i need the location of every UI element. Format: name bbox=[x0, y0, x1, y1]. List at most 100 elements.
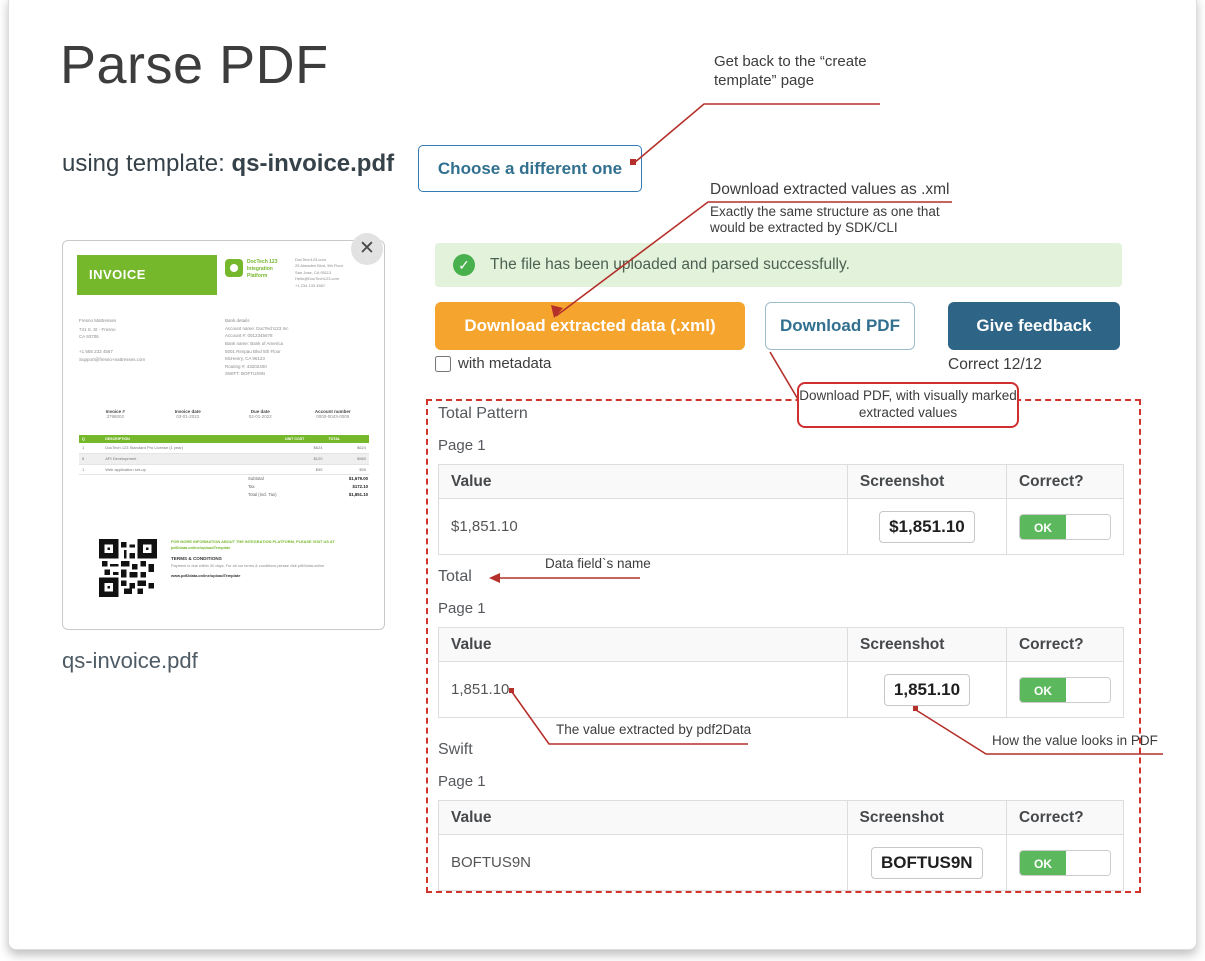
section-name: Total bbox=[438, 568, 472, 585]
success-message: The file has been uploaded and parsed su… bbox=[490, 256, 850, 273]
inv-col-total: TOTAL bbox=[325, 435, 369, 443]
inv-col-q: Q bbox=[79, 435, 103, 443]
toggle-ok-label: OK bbox=[1019, 850, 1066, 875]
item-unit: $120 bbox=[281, 453, 326, 465]
inv-col-unit: UNIT COST bbox=[281, 435, 326, 443]
logo-icon bbox=[225, 259, 243, 277]
choose-different-button[interactable]: Choose a different one bbox=[418, 145, 642, 192]
invoice-item-row: 8 API Development $120 $960 bbox=[79, 453, 369, 465]
qr-code-icon bbox=[99, 539, 157, 597]
section-page: Page 1 bbox=[438, 773, 486, 790]
item-q: 8 bbox=[79, 453, 103, 465]
invoice-promo: FOR MORE INFORMATION ABOUT THE INTEGRATI… bbox=[171, 539, 335, 551]
meta-label: Due date bbox=[250, 409, 270, 414]
col-value: Value bbox=[438, 800, 848, 835]
item-total: $95 bbox=[325, 464, 369, 476]
total-label: Subtotal bbox=[248, 476, 264, 481]
item-total: $624 bbox=[325, 443, 369, 454]
invoice-totals: Subtotal $1,679.00 Tax $172.10 Total (in… bbox=[248, 475, 368, 499]
col-correct: Correct? bbox=[1005, 627, 1125, 662]
inv-col-desc: DESCRIPTION bbox=[102, 435, 282, 443]
col-screenshot: Screenshot bbox=[846, 800, 1007, 835]
item-q: 1 bbox=[79, 464, 103, 476]
results-table: Value Screenshot Correct? BOFTUS9N BOFTU… bbox=[438, 800, 1125, 891]
col-screenshot: Screenshot bbox=[846, 464, 1007, 499]
section-page: Page 1 bbox=[438, 437, 486, 454]
result-row: 1,851.10 1,851.10 OK bbox=[437, 661, 1125, 718]
result-row: BOFTUS9N BOFTUS9N OK bbox=[438, 834, 1125, 891]
invoice-item-row: 1 DocTech 123 Standard Pro License (1 ye… bbox=[79, 443, 369, 454]
section-name: Swift bbox=[438, 741, 473, 758]
download-pdf-button[interactable]: Download PDF bbox=[765, 302, 915, 350]
section-name: Total Pattern bbox=[438, 405, 528, 422]
meta-label: Invoice date bbox=[174, 409, 201, 414]
col-screenshot: Screenshot bbox=[847, 627, 1007, 662]
result-row: $1,851.10 $1,851.10 OK bbox=[438, 498, 1125, 555]
invoice-item-row: 1 Web application set-up $95 $95 bbox=[79, 464, 369, 476]
invoice-terms-text: Payment is due within 30 days. For all o… bbox=[171, 562, 325, 568]
correct-toggle[interactable]: OK bbox=[1018, 676, 1111, 703]
meta-value: 3798002 bbox=[106, 414, 125, 419]
item-desc: API Development bbox=[102, 453, 282, 465]
item-desc: DocTech 123 Standard Pro License (1 year… bbox=[102, 443, 282, 454]
item-q: 1 bbox=[79, 443, 103, 454]
invoice-bank-block: Bank details Account name: DocTech123 In… bbox=[225, 318, 289, 377]
invoice-header-banner: INVOICE bbox=[77, 255, 217, 295]
correct-count: Correct 12/12 bbox=[948, 356, 1042, 373]
total-label: Total (incl. Tax) bbox=[248, 492, 277, 498]
with-metadata-checkbox[interactable] bbox=[435, 355, 451, 372]
close-icon[interactable]: ✕ bbox=[351, 233, 383, 265]
extracted-value: $1,851.10 bbox=[438, 498, 848, 555]
meta-value: 0000-0043-0005 bbox=[316, 414, 350, 419]
annotation-extracted-value: The value extracted by pdf2Data bbox=[556, 722, 752, 737]
correct-toggle[interactable]: OK bbox=[1018, 513, 1111, 540]
annotation-back-to-template: Get back to the “create template” page bbox=[714, 53, 867, 89]
invoice-company-block: DocTech123.com 25 Almaden Blvd, 5th Floo… bbox=[295, 257, 344, 288]
thumbnail-caption: qs-invoice.pdf bbox=[62, 648, 198, 673]
annotation-field-name: Data field`s name bbox=[545, 556, 651, 571]
download-xml-button[interactable]: Download extracted data (.xml) bbox=[435, 302, 745, 350]
annotation-pdf-box: Download PDF, with visually marked extra… bbox=[797, 382, 1019, 428]
invoice-terms-title: TERMS & CONDITIONS bbox=[171, 555, 222, 561]
from-lines: Fresno Mattresses 741 S. St - Fresno CA … bbox=[79, 318, 146, 363]
success-check-icon: ✓ bbox=[453, 254, 475, 276]
invoice-logo: DocTech 123 Integration Platform bbox=[225, 259, 289, 280]
logo-name: DocTech 123 Integration Platform bbox=[247, 259, 278, 279]
invoice-from-block: Fresno Mattresses 741 S. St - Fresno CA … bbox=[79, 317, 145, 364]
toggle-ok-label: OK bbox=[1019, 514, 1066, 539]
toggle-ok-label: OK bbox=[1019, 677, 1066, 702]
results-table: Value Screenshot Correct? 1,851.10 1,851… bbox=[437, 627, 1125, 718]
col-correct: Correct? bbox=[1005, 800, 1125, 835]
meta-value: 02-01-2022 bbox=[248, 414, 272, 419]
col-value: Value bbox=[438, 464, 848, 499]
page-title: Parse PDF bbox=[60, 35, 329, 95]
success-alert: ✓ The file has been uploaded and parsed … bbox=[435, 243, 1122, 287]
total-value: $1,679.00 bbox=[348, 476, 368, 481]
screenshot-value: BOFTUS9N bbox=[870, 846, 983, 879]
screenshot-value: 1,851.10 bbox=[883, 673, 971, 706]
item-desc: Web application set-up bbox=[102, 464, 282, 476]
with-metadata-option[interactable]: with metadata bbox=[435, 355, 551, 372]
meta-value: 03-01-2022 bbox=[176, 414, 200, 419]
section-page: Page 1 bbox=[438, 600, 486, 617]
annotation-xml-title: Download extracted values as .xml bbox=[710, 181, 950, 198]
total-value: $1,851.10 bbox=[348, 492, 368, 498]
section-swift: Swift Page 1 Value Screenshot Correct? B… bbox=[438, 741, 1125, 891]
invoice-website: www.pdf2data.online/uploadTemplate bbox=[171, 572, 241, 578]
section-total: Total Page 1 Value Screenshot Correct? 1… bbox=[437, 568, 1125, 718]
item-unit: $95 bbox=[281, 464, 326, 476]
give-feedback-button[interactable]: Give feedback bbox=[948, 302, 1120, 350]
total-label: Tax bbox=[248, 484, 255, 490]
meta-label: Invoice # bbox=[105, 409, 125, 414]
invoice-thumbnail: INVOICE DocTech 123 Integration Platform… bbox=[62, 233, 385, 630]
subtitle-prefix: using template: bbox=[62, 150, 232, 177]
results-panel: Total Pattern Page 1 Value Screenshot Co… bbox=[426, 399, 1141, 893]
annotation-xml-subtitle: Exactly the same structure as one that w… bbox=[710, 204, 940, 236]
annotation-pdf-value: How the value looks in PDF bbox=[992, 733, 1158, 748]
extracted-value: BOFTUS9N bbox=[438, 834, 848, 891]
section-total-pattern: Total Pattern Page 1 Value Screenshot Co… bbox=[438, 405, 1125, 555]
correct-toggle[interactable]: OK bbox=[1018, 849, 1111, 876]
template-name: qs-invoice.pdf bbox=[231, 150, 395, 177]
invoice-items-table: Q DESCRIPTION UNIT COST TOTAL 1 DocTech … bbox=[79, 435, 369, 476]
